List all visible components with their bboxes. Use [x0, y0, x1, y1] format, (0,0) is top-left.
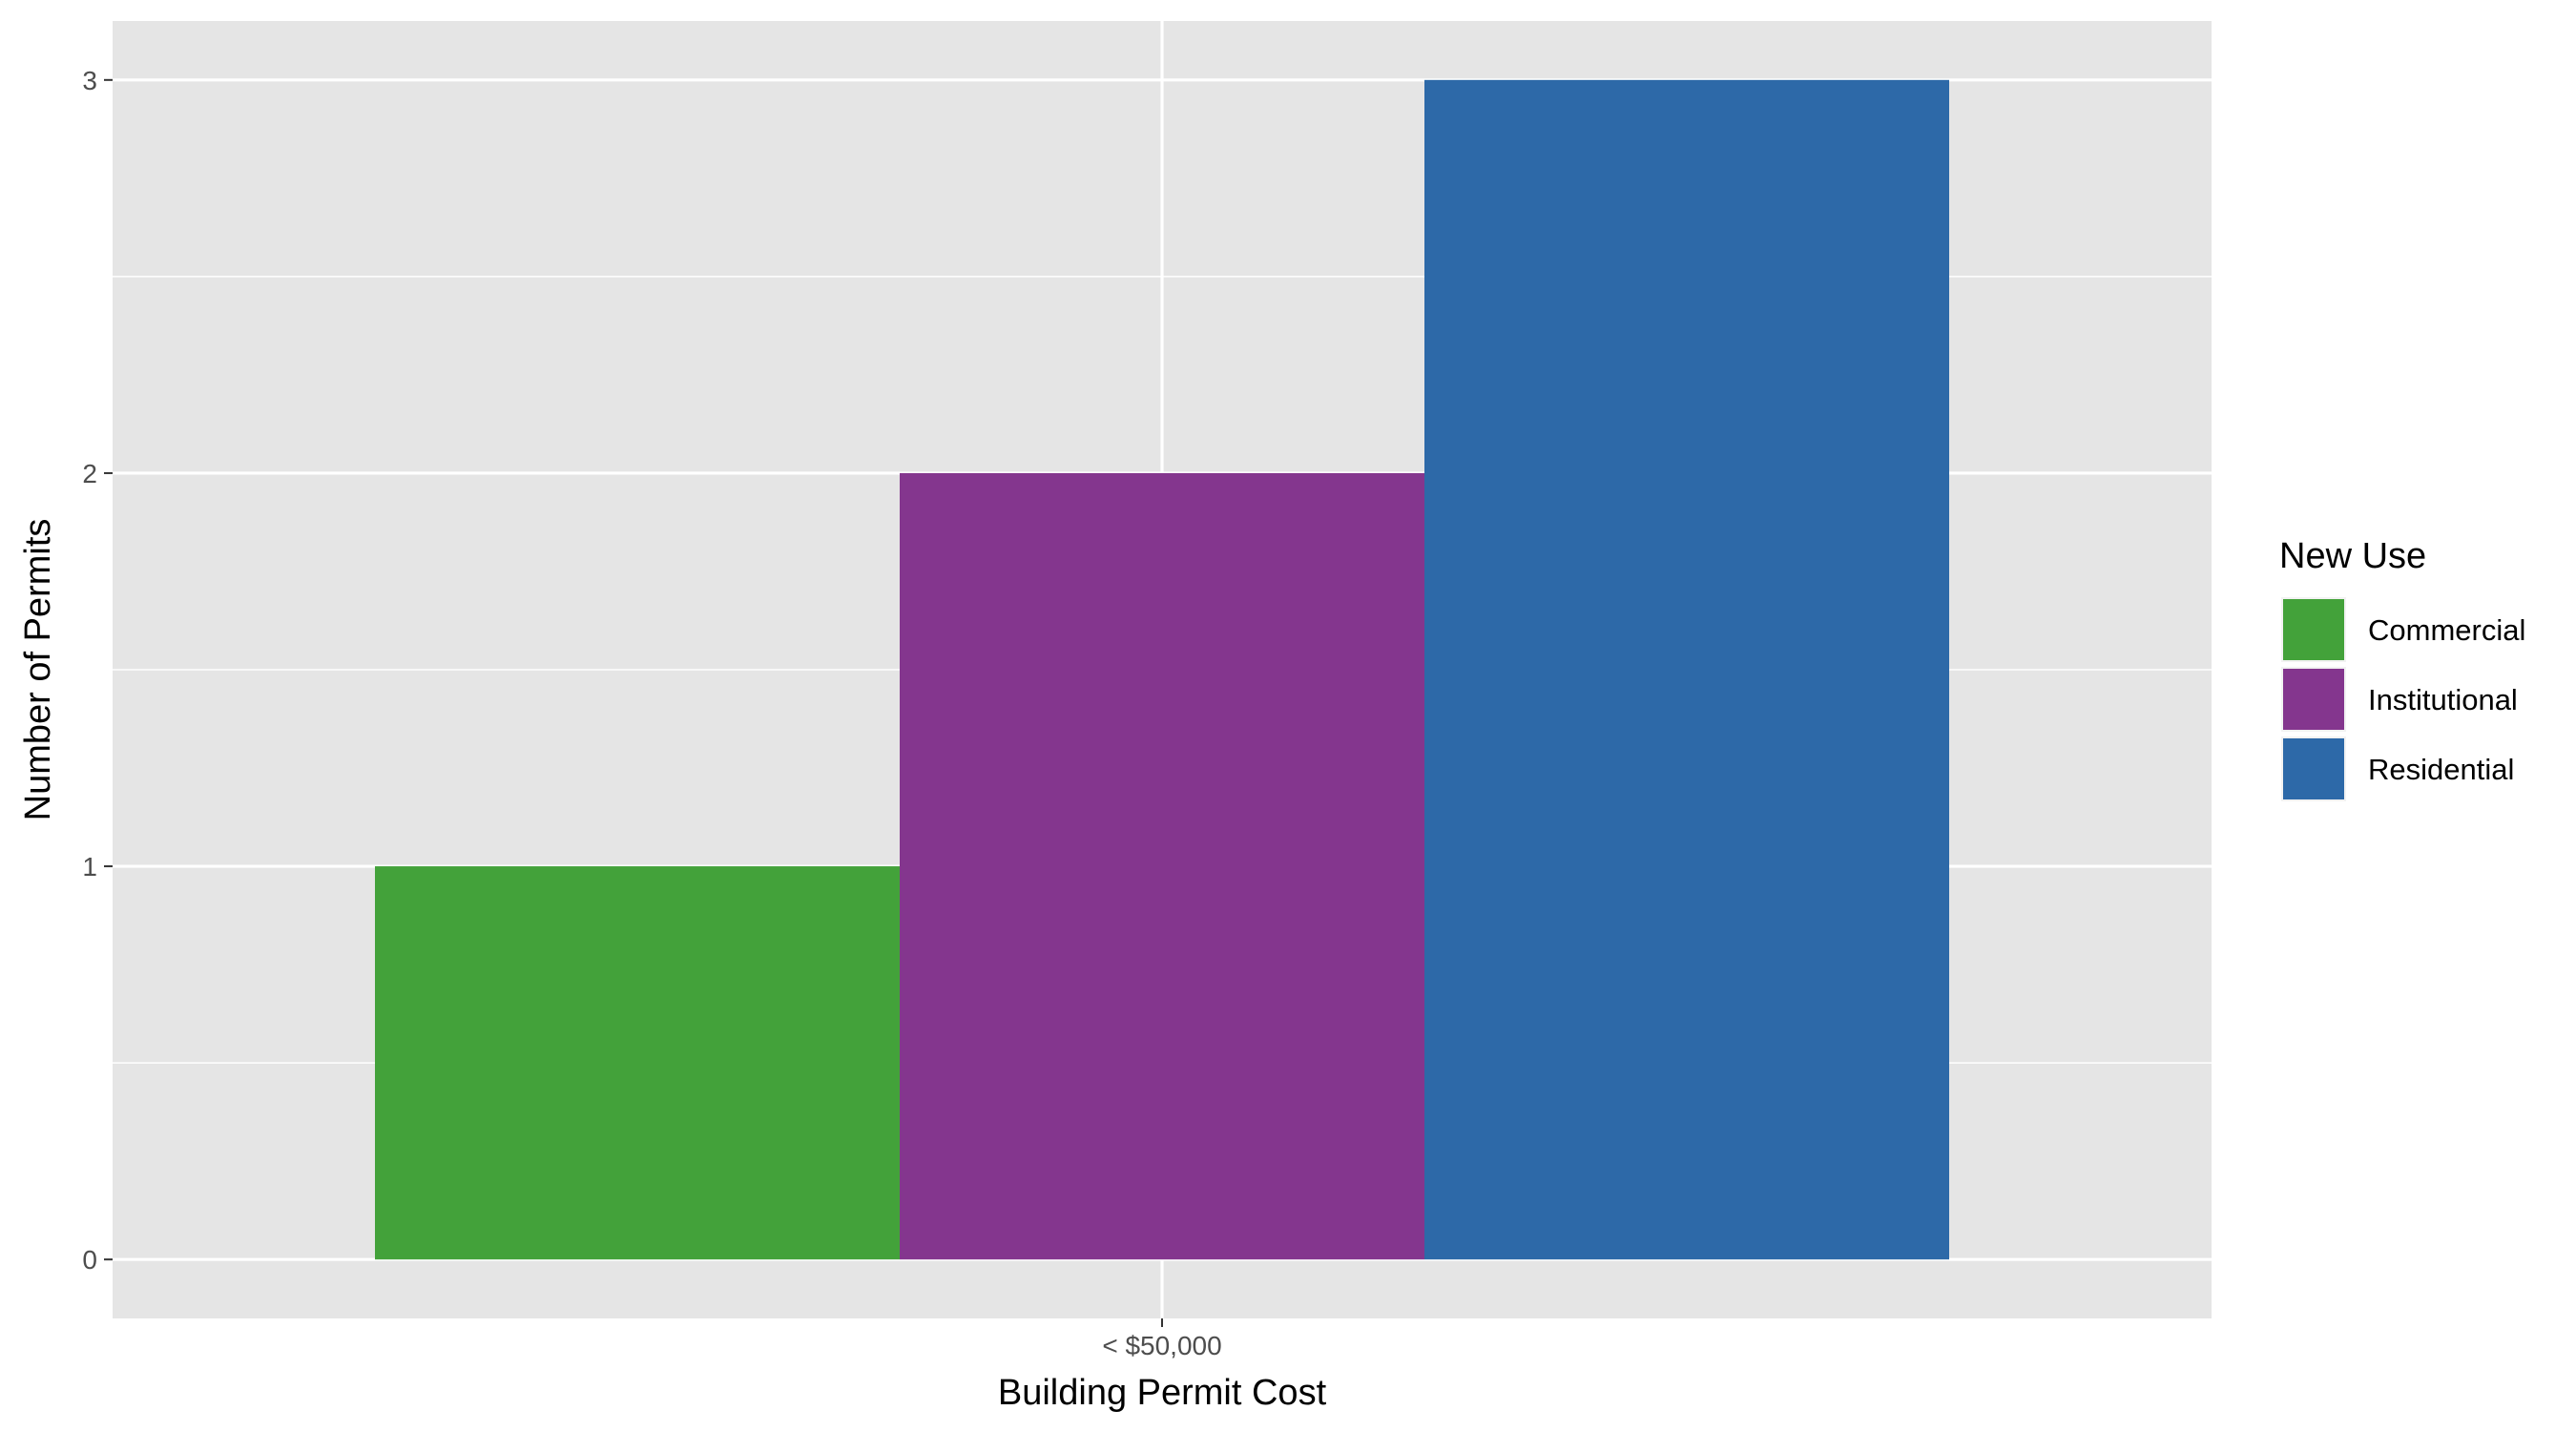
- bar-institutional: [900, 472, 1424, 1260]
- bar-commercial: [375, 866, 900, 1260]
- legend: New Use Commercial Institutional Residenti…: [2279, 536, 2525, 801]
- legend-key-institutional: [2283, 669, 2344, 730]
- legend-key-residential: [2283, 738, 2344, 799]
- bars: [375, 79, 1949, 1260]
- legend-label-commercial: Commercial: [2368, 613, 2525, 647]
- x-axis-title: Building Permit Cost: [998, 1373, 1327, 1413]
- legend-label-institutional: Institutional: [2368, 683, 2518, 716]
- x-tick-label: < $50,000: [1102, 1331, 1221, 1360]
- legend-label-residential: Residential: [2368, 753, 2514, 786]
- y-axis-title: Number of Permits: [18, 519, 58, 821]
- y-tick-label: 0: [82, 1245, 97, 1275]
- y-axis: 0 1 2 3: [82, 66, 113, 1275]
- y-tick-label: 1: [82, 852, 97, 881]
- bar-residential: [1424, 79, 1949, 1260]
- legend-key-commercial: [2283, 599, 2344, 660]
- y-tick-label: 2: [82, 459, 97, 488]
- y-tick-label: 3: [82, 66, 97, 95]
- legend-title: New Use: [2279, 536, 2426, 576]
- x-axis: < $50,000: [1102, 1318, 1222, 1360]
